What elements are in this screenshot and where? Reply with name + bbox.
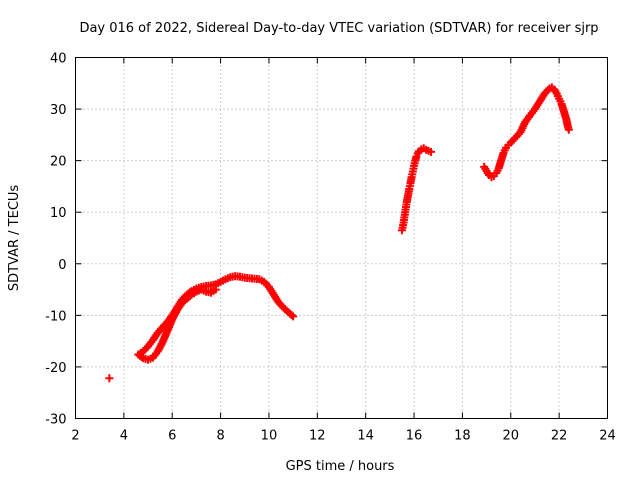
x-tick-label: 16 (406, 429, 423, 444)
y-tick-label: 0 (58, 258, 66, 273)
y-tick-label: 10 (50, 206, 67, 221)
chart-title: Day 016 of 2022, Sidereal Day-to-day VTE… (79, 21, 598, 36)
data-point (564, 125, 573, 134)
x-tick-label: 6 (168, 429, 176, 444)
y-tick-label: 30 (50, 103, 67, 118)
data-marks (105, 83, 573, 383)
x-tick-label: 12 (309, 429, 326, 444)
data-point (185, 288, 194, 297)
data-point (105, 374, 114, 383)
x-tick-label: 2 (71, 429, 79, 444)
y-tick-label: -30 (45, 413, 66, 428)
x-tick-label: 10 (261, 429, 278, 444)
data-point (287, 311, 296, 320)
x-tick-label: 22 (551, 429, 568, 444)
y-tick-label: -10 (45, 309, 66, 324)
x-tick-label: 8 (216, 429, 224, 444)
data-point (426, 147, 435, 156)
x-axis-label: GPS time / hours (286, 459, 395, 474)
y-axis-label: SDTVAR / TECUs (7, 185, 22, 292)
y-tick-label: 40 (50, 52, 67, 67)
plot-frame (75, 57, 608, 419)
x-tick-label: 4 (120, 429, 128, 444)
y-tick-label: 20 (50, 155, 67, 170)
y-tick-label: -20 (45, 361, 66, 376)
x-tick-label: 14 (357, 429, 374, 444)
grid-layer (75, 57, 608, 419)
x-tick-label: 20 (502, 429, 519, 444)
x-tick-label: 18 (454, 429, 471, 444)
data-point (289, 312, 298, 321)
x-tick-label: 24 (599, 429, 616, 444)
